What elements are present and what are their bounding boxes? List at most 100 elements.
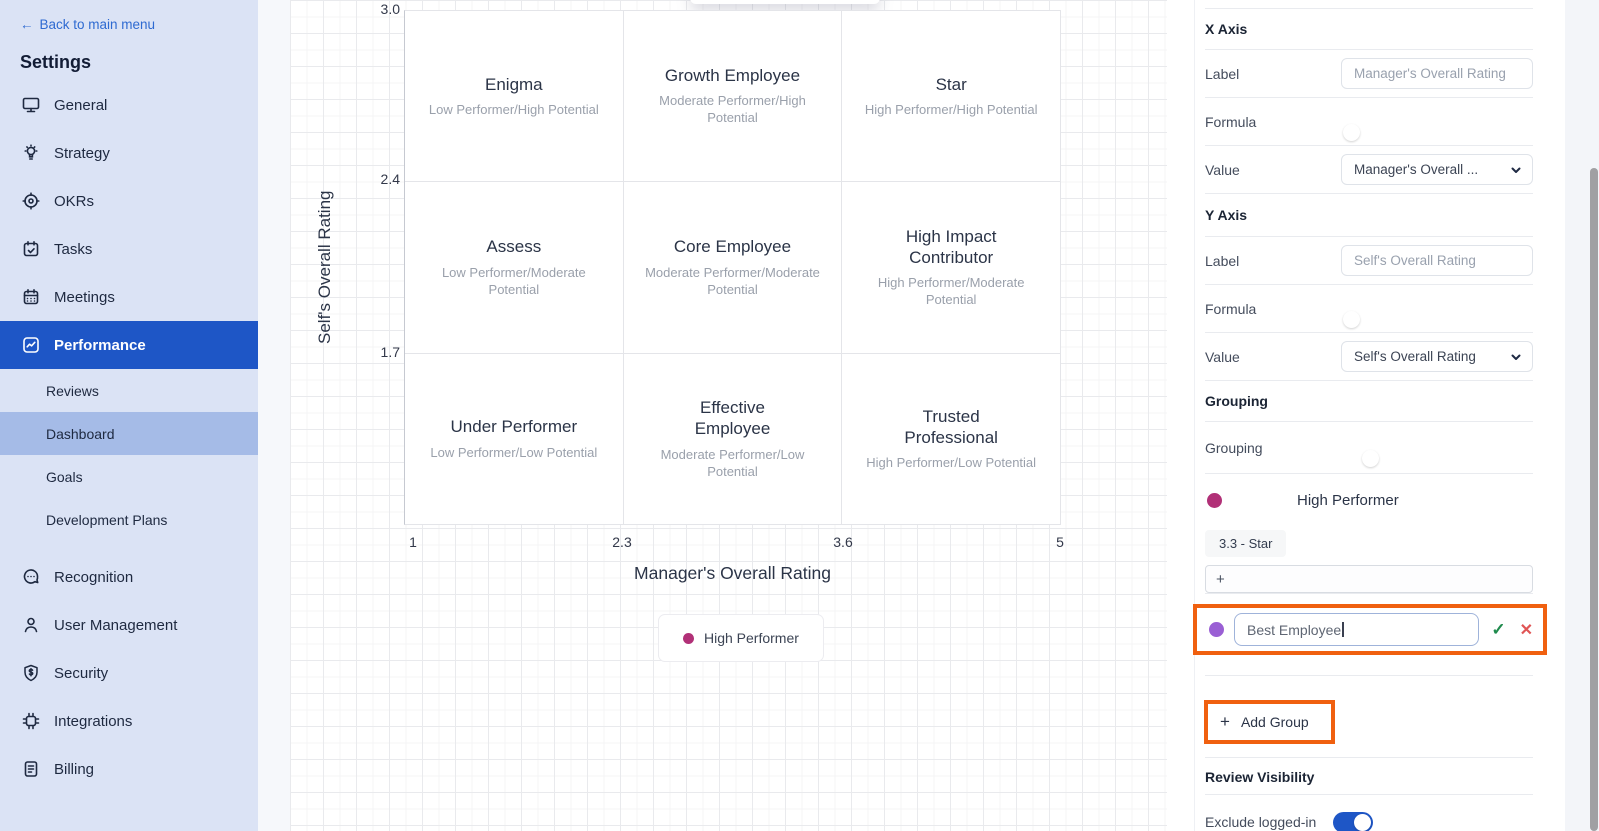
matrix-cell-core-employee[interactable]: Core Employee Moderate Performer/Moderat… bbox=[623, 182, 842, 353]
back-arrow-icon: ← bbox=[20, 17, 34, 32]
x-tick-2.3: 2.3 bbox=[612, 534, 632, 550]
label-field-name: Label bbox=[1205, 252, 1240, 269]
matrix-cell-star[interactable]: Star High Performer/High Potential bbox=[842, 11, 1060, 182]
exclude-logged-in-row: Exclude logged-in bbox=[1205, 795, 1533, 831]
back-to-main-menu-link[interactable]: ← Back to main menu bbox=[0, 0, 258, 32]
sidebar-item-label: Security bbox=[54, 664, 109, 682]
cell-subtitle: High Performer/Moderate Potential bbox=[877, 275, 1025, 308]
sidebar-item-integrations[interactable]: Integrations bbox=[0, 697, 258, 745]
cell-subtitle: Moderate Performer/Low Potential bbox=[660, 446, 805, 479]
cell-subtitle: Moderate Performer/Moderate Potential bbox=[645, 264, 820, 297]
matrix-cell-under-performer[interactable]: Under Performer Low Performer/Low Potent… bbox=[405, 353, 623, 524]
new-group-name-value: Best Employee bbox=[1247, 621, 1342, 638]
matrix-cell-enigma[interactable]: Enigma Low Performer/High Potential bbox=[405, 11, 623, 182]
y-axis-value-select[interactable]: Self's Overall Rating bbox=[1341, 341, 1533, 372]
value-field-name: Value bbox=[1205, 161, 1240, 178]
x-axis-section-header: X Axis bbox=[1205, 9, 1533, 50]
y-tick-1.7: 1.7 bbox=[380, 344, 400, 360]
cell-title: Enigma bbox=[485, 74, 543, 94]
sidebar-item-billing[interactable]: Billing bbox=[0, 745, 258, 793]
chart-left-gutter bbox=[258, 0, 290, 831]
sidebar-item-label: Tasks bbox=[54, 240, 93, 258]
x-axis-label-input[interactable] bbox=[1341, 58, 1533, 89]
add-group-label: Add Group bbox=[1240, 714, 1309, 730]
sidebar-subitem-dashboard[interactable]: Dashboard bbox=[0, 412, 258, 455]
matrix-cell-effective-employee[interactable]: Effective Employee Moderate Performer/Lo… bbox=[623, 353, 842, 524]
sidebar-item-security[interactable]: Security bbox=[0, 649, 258, 697]
sidebar-item-label: Strategy bbox=[54, 144, 110, 162]
new-group-name-input[interactable]: Best Employee bbox=[1234, 613, 1480, 646]
cell-title: Star bbox=[935, 74, 967, 94]
shield-icon bbox=[21, 663, 41, 683]
sidebar-item-label: User Management bbox=[54, 616, 178, 634]
plus-icon: + bbox=[1216, 570, 1225, 588]
chart-legend[interactable]: High Performer bbox=[658, 614, 824, 662]
sidebar-item-label: Integrations bbox=[54, 712, 133, 730]
sidebar-subitem-development-plans[interactable]: Development Plans bbox=[0, 498, 258, 541]
label-field-name: Label bbox=[1205, 65, 1240, 82]
y-axis-formula-row: Formula bbox=[1205, 285, 1533, 333]
select-value: Self's Overall Rating bbox=[1354, 349, 1476, 364]
sidebar-item-strategy[interactable]: Strategy bbox=[0, 129, 258, 177]
group-color-dot[interactable] bbox=[1207, 492, 1222, 508]
cell-title: Trusted Professional bbox=[904, 406, 998, 447]
lightbulb-icon bbox=[21, 143, 41, 163]
y-axis-title: Self's Overall Rating bbox=[315, 190, 334, 345]
chart-settings-panel: X Axis Label Formula Value Manager's Ove… bbox=[1193, 0, 1547, 831]
person-icon bbox=[21, 615, 41, 635]
exclude-logged-in-toggle[interactable] bbox=[1333, 811, 1374, 831]
matrix-cell-assess[interactable]: Assess Low Performer/Moderate Potential bbox=[405, 182, 623, 353]
performance-submenu: Reviews Dashboard Goals Development Plan… bbox=[0, 369, 258, 541]
subitem-label: Goals bbox=[46, 468, 83, 485]
cancel-x-icon[interactable]: ✕ bbox=[1519, 621, 1533, 639]
select-value: Manager's Overall ... bbox=[1354, 162, 1479, 177]
exclude-field-name: Exclude logged-in bbox=[1205, 814, 1317, 830]
x-tick-3.6: 3.6 bbox=[833, 534, 853, 550]
y-axis-label-input[interactable] bbox=[1341, 245, 1533, 276]
sidebar-item-okrs[interactable]: OKRs bbox=[0, 177, 258, 225]
sidebar-item-recognition[interactable]: Recognition bbox=[0, 553, 258, 601]
matrix-cell-growth-employee[interactable]: Growth Employee Moderate Performer/High … bbox=[623, 11, 842, 182]
cell-subtitle: High Performer/Low Potential bbox=[866, 455, 1037, 471]
clipped-tooltip bbox=[690, 0, 880, 4]
group-value-chip[interactable]: 3.3 - Star bbox=[1205, 530, 1287, 557]
legend-label: High Performer bbox=[704, 630, 799, 646]
cell-subtitle: Low Performer/Low Potential bbox=[430, 444, 598, 460]
sidebar-item-performance[interactable]: Performance bbox=[0, 321, 258, 369]
grouping-toggle-row: Grouping bbox=[1205, 422, 1533, 474]
new-group-color-dot[interactable] bbox=[1209, 622, 1224, 637]
chevron-down-icon bbox=[1510, 351, 1522, 363]
matrix-cell-high-impact-contributor[interactable]: High Impact Contributor High Performer/M… bbox=[842, 182, 1060, 353]
sidebar-item-user-management[interactable]: User Management bbox=[0, 601, 258, 649]
scrollbar-thumb[interactable] bbox=[1590, 168, 1598, 831]
calendar-check-icon bbox=[21, 239, 41, 259]
sidebar-item-label: Billing bbox=[54, 760, 95, 778]
sidebar-item-label: Meetings bbox=[54, 288, 115, 306]
nine-box-matrix: Enigma Low Performer/High Potential Grow… bbox=[404, 10, 1061, 525]
grouping-field-name: Grouping bbox=[1205, 439, 1263, 456]
sidebar-item-general[interactable]: General bbox=[0, 81, 258, 129]
cell-title: Under Performer bbox=[450, 417, 578, 437]
value-field-name: Value bbox=[1205, 348, 1240, 365]
sidebar-subitem-goals[interactable]: Goals bbox=[0, 455, 258, 498]
grouping-section-header: Grouping bbox=[1205, 381, 1533, 422]
confirm-check-icon[interactable]: ✓ bbox=[1491, 619, 1506, 639]
sidebar-subitem-reviews[interactable]: Reviews bbox=[0, 369, 258, 412]
sidebar-item-tasks[interactable]: Tasks bbox=[0, 225, 258, 273]
monitor-icon bbox=[21, 95, 41, 115]
formula-field-name: Formula bbox=[1205, 300, 1257, 317]
y-axis-label-row: Label bbox=[1205, 237, 1533, 285]
y-tick-3.0: 3.0 bbox=[380, 1, 400, 17]
sidebar-item-label: Recognition bbox=[54, 568, 134, 586]
nine-box-chart: Self's Overall Rating 3.0 2.4 1.7 Enigma… bbox=[258, 0, 1194, 831]
add-group-button[interactable]: + Add Group bbox=[1208, 704, 1331, 740]
add-value-input[interactable]: + bbox=[1205, 565, 1533, 593]
x-axis-value-select[interactable]: Manager's Overall ... bbox=[1341, 154, 1533, 185]
subitem-label: Reviews bbox=[46, 382, 99, 399]
cell-subtitle: High Performer/High Potential bbox=[864, 101, 1038, 117]
cell-title: High Impact Contributor bbox=[905, 226, 997, 268]
sidebar-item-meetings[interactable]: Meetings bbox=[0, 273, 258, 321]
group-high-performer: High Performer 3.3 - Star + bbox=[1205, 474, 1533, 593]
matrix-cell-trusted-professional[interactable]: Trusted Professional High Performer/Low … bbox=[842, 353, 1060, 524]
